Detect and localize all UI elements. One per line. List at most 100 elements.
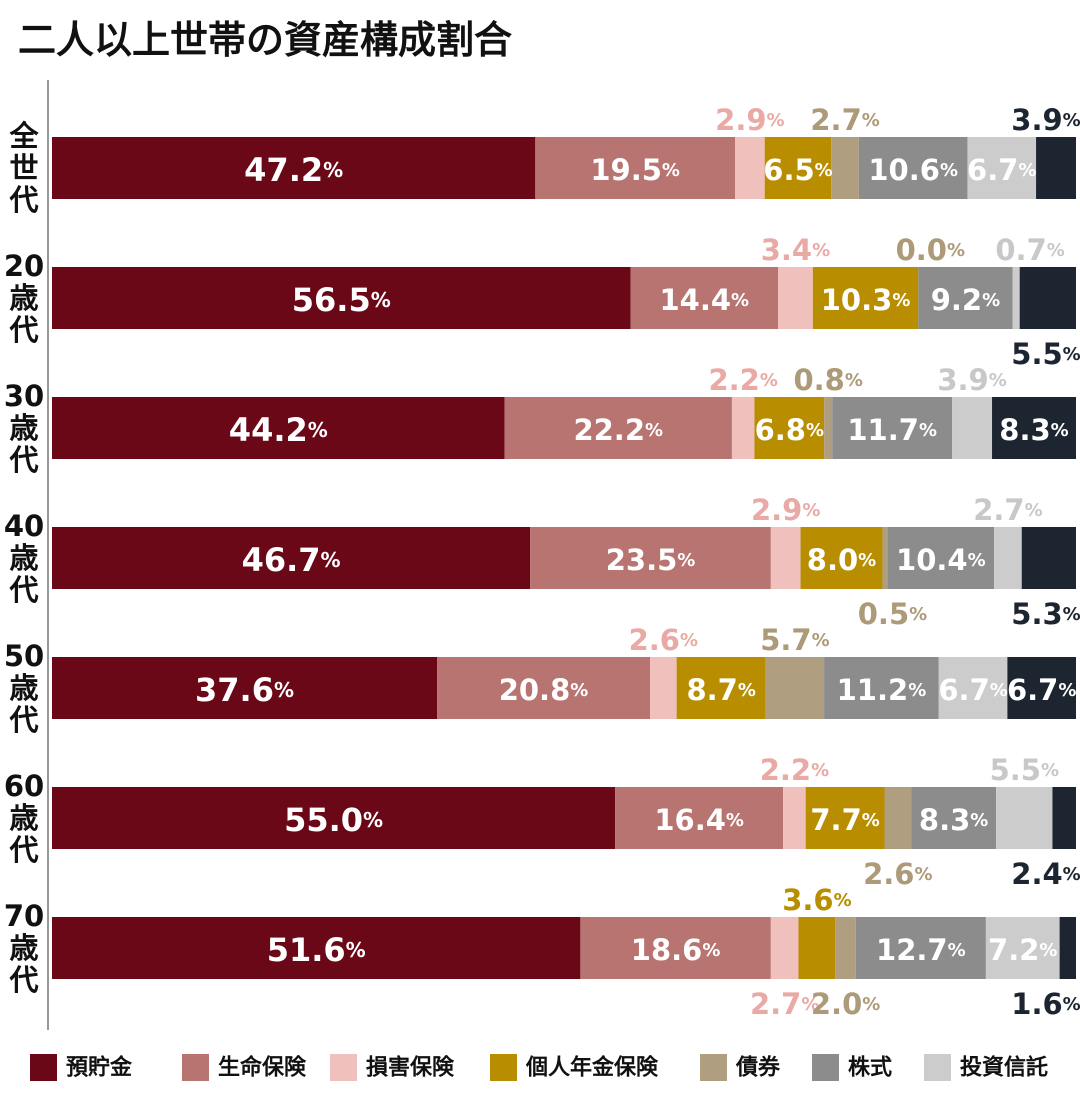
category-label-part: 歳: [9, 541, 38, 575]
category-label-part: 歳: [9, 281, 38, 315]
bar-segment: [1007, 657, 1076, 719]
bar-segment: [798, 917, 836, 979]
data-label-outside: 2.0%: [811, 987, 880, 1021]
data-label-outside: 2.7%: [750, 987, 819, 1021]
bar-segment: [52, 787, 616, 849]
bar-segment: [918, 267, 1013, 329]
data-label-outside: 2.2%: [760, 753, 829, 787]
bar-segment: [650, 657, 677, 719]
bar-segment: [1036, 137, 1076, 199]
bar-segment: [887, 527, 995, 589]
bar-segment: [938, 657, 1008, 719]
bar-segment: [911, 787, 997, 849]
data-label-outside: 3.4%: [761, 233, 830, 267]
category-label-part: 70: [4, 899, 44, 933]
bar-segment: [676, 657, 766, 719]
legend-label: 生命保険: [218, 1055, 307, 1081]
bar-segment: [805, 787, 885, 849]
data-label-outside: 5.5%: [990, 753, 1059, 787]
legend-label: 債券: [735, 1055, 781, 1081]
bar-segment: [992, 397, 1076, 459]
category-label-part: 代: [8, 833, 38, 867]
legend-swatch: [182, 1054, 209, 1081]
category-label-part: 代: [8, 313, 38, 347]
category-label-part: 歳: [9, 671, 38, 705]
data-label-outside: 0.7%: [995, 233, 1064, 267]
bar-segment: [735, 137, 765, 199]
legend-swatch: [700, 1054, 727, 1081]
legend-label: 株式: [848, 1056, 892, 1081]
data-label-outside: 0.8%: [793, 363, 862, 397]
data-label-outside: 2.4%: [1011, 857, 1080, 891]
data-label-outside: 5.3%: [1011, 597, 1080, 631]
category-label-part: 代: [8, 963, 38, 997]
data-label: 44.2%: [229, 411, 328, 449]
category-label-part: 50: [4, 639, 44, 673]
bar-segment: [1019, 267, 1076, 329]
category-label-part: 代: [8, 573, 38, 607]
category-label-part: 60: [4, 769, 44, 803]
data-label-outside: 2.9%: [715, 103, 784, 137]
data-label: 6.8%: [755, 413, 824, 447]
bar-segment: [52, 397, 505, 459]
bar-segment: [824, 657, 939, 719]
bar-segment: [1021, 527, 1076, 589]
data-label-outside: 2.7%: [810, 103, 879, 137]
legend-label: 損害保険: [366, 1055, 455, 1081]
bar-segment: [783, 787, 806, 849]
bar-segment: [754, 397, 825, 459]
data-label: 22.2%: [573, 413, 663, 447]
data-label-outside: 2.2%: [708, 363, 777, 397]
bar-segment: [967, 137, 1037, 199]
bar-segment: [615, 787, 784, 849]
category-label-part: 歳: [9, 801, 38, 835]
category-label-part: 30: [4, 379, 44, 413]
bar-segment: [831, 137, 859, 199]
legend-label: 個人年金保険: [525, 1055, 659, 1081]
legend-swatch: [30, 1054, 57, 1081]
category-label-part: 歳: [9, 931, 38, 965]
category-label-part: 世: [9, 151, 38, 185]
bar-segment: [882, 527, 888, 589]
bar-segment: [1052, 787, 1076, 849]
bar-segment: [52, 267, 631, 329]
bar-segment: [504, 397, 732, 459]
data-label-outside: 1.6%: [1011, 987, 1080, 1021]
data-label: 11.7%: [847, 413, 937, 447]
legend-swatch: [924, 1054, 951, 1081]
bar-segment: [770, 917, 799, 979]
legend-label: 投資信託: [960, 1055, 1048, 1081]
bar-segment: [1012, 267, 1020, 329]
category-label-part: 40: [4, 509, 44, 543]
data-label-outside: 2.9%: [751, 493, 820, 527]
bar-segment: [832, 397, 953, 459]
bar-segment: [778, 267, 813, 329]
bar-segment: [731, 397, 755, 459]
legend-swatch: [330, 1054, 357, 1081]
data-label-outside: 5.5%: [1011, 337, 1080, 371]
bar-segment: [765, 657, 825, 719]
bar-segment: [580, 917, 771, 979]
bar-segment: [835, 917, 856, 979]
bar-segment: [52, 917, 581, 979]
category-label-part: 20: [4, 249, 44, 283]
bar-segment: [52, 657, 438, 719]
data-label-outside: 0.5%: [858, 597, 927, 631]
data-label-outside: 3.9%: [937, 363, 1006, 397]
legend: 預貯金 生命保険 損害保険 個人年金保険 債券 株式 投資信託: [30, 1054, 1048, 1081]
data-label-outside: 3.9%: [1011, 103, 1080, 137]
category-label-part: 代: [8, 183, 38, 217]
chart-title: 二人以上世帯の資産構成割合: [18, 18, 512, 62]
bar-segment: [52, 527, 531, 589]
legend-swatch: [490, 1054, 517, 1081]
data-label-outside: 3.6%: [782, 883, 851, 917]
bar-segment: [855, 917, 986, 979]
bar-segment: [437, 657, 651, 719]
legend-swatch: [812, 1054, 839, 1081]
bar-segment: [764, 137, 832, 199]
